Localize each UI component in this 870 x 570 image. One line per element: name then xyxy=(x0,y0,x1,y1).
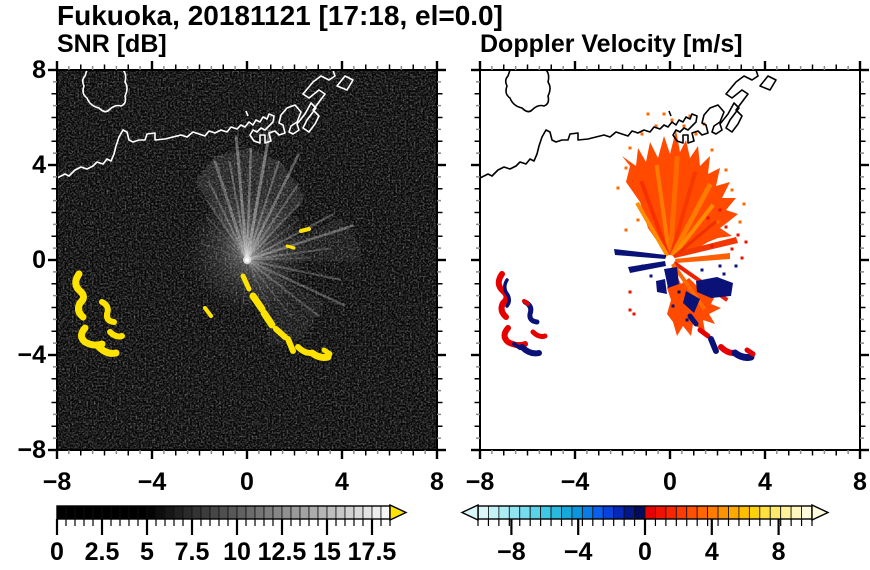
snr-colorbar-label: 17.5 xyxy=(347,538,397,566)
snr-colorbar-label: 7.5 xyxy=(174,538,210,566)
snr-y-tick-label: 0 xyxy=(32,246,46,274)
snr-colorbar-label: 10 xyxy=(223,538,251,566)
doppler-colorbar-label: 8 xyxy=(771,538,786,566)
snr-colorbar-label: 15 xyxy=(313,538,341,566)
snr-panel-title: SNR [dB] xyxy=(57,30,167,58)
doppler-axes-frame xyxy=(471,61,869,459)
snr-x-tick-label: −4 xyxy=(137,468,167,496)
doppler-colorbar-label: −8 xyxy=(497,538,526,566)
doppler-x-tick-label: −4 xyxy=(560,468,590,496)
doppler-plot xyxy=(471,61,869,459)
doppler-scene xyxy=(480,70,860,450)
doppler-colorbar-label: 4 xyxy=(704,538,719,566)
doppler-x-tick-label: −8 xyxy=(465,468,495,496)
doppler-colorbar-label: 0 xyxy=(638,538,652,566)
snr-x-tick-label: 0 xyxy=(240,468,254,496)
doppler-colorbar xyxy=(460,503,830,535)
doppler-x-tick-label: 8 xyxy=(853,468,867,496)
figure-title: Fukuoka, 20181121 [17:18, el=0.0] xyxy=(57,0,503,31)
doppler-x-tick-label: 4 xyxy=(758,468,772,496)
snr-y-tick-label: 8 xyxy=(32,56,46,84)
doppler-x-tick-label: 0 xyxy=(663,468,677,496)
snr-y-tick-label: −8 xyxy=(17,436,46,464)
snr-x-tick-label: 8 xyxy=(430,468,444,496)
doppler-colorbar-label: −4 xyxy=(563,538,593,566)
snr-colorbar-label: 0 xyxy=(50,538,64,566)
snr-colorbar xyxy=(55,503,408,535)
snr-axes-frame xyxy=(48,61,446,459)
snr-y-tick-label: −4 xyxy=(17,341,46,369)
snr-colorbar-label: 12.5 xyxy=(257,538,307,566)
doppler-panel-title: Doppler Velocity [m/s] xyxy=(480,30,743,58)
snr-y-tick-label: 4 xyxy=(32,151,46,179)
snr-x-tick-label: 4 xyxy=(335,468,349,496)
snr-scene xyxy=(57,70,437,450)
snr-plot xyxy=(48,61,446,459)
snr-colorbar-label: 5 xyxy=(140,538,154,566)
snr-colorbar-label: 2.5 xyxy=(84,538,120,566)
snr-x-tick-label: −8 xyxy=(42,468,72,496)
